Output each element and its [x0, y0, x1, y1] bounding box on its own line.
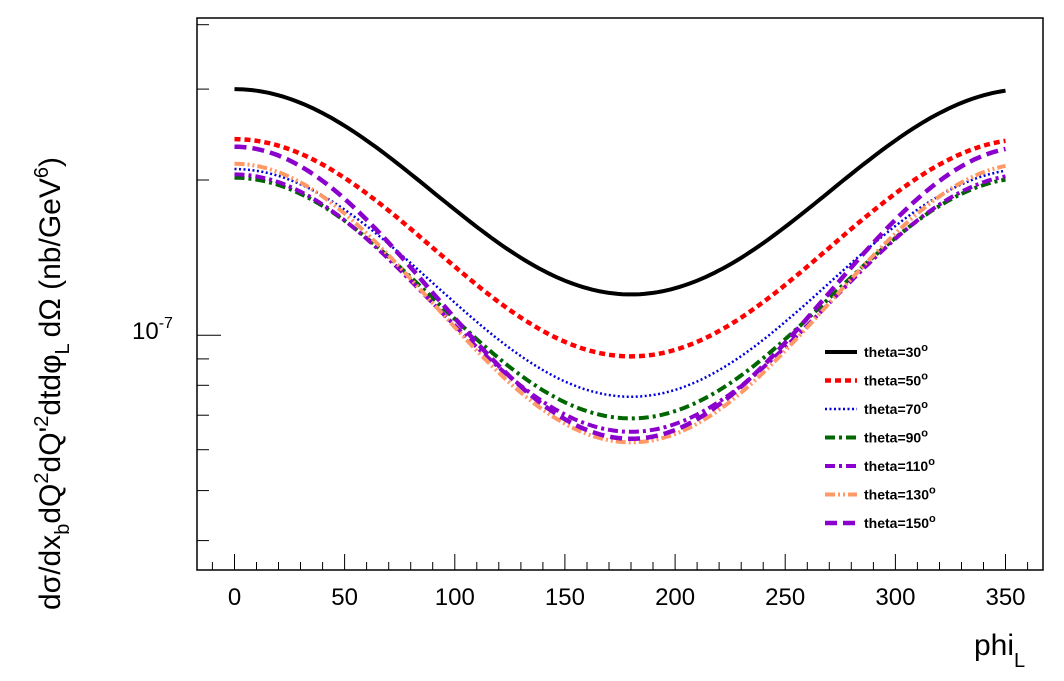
y-title-sub-b: b: [52, 524, 74, 535]
x-axis-ticks: [211, 554, 1029, 570]
legend: theta=30o theta=50o theta=70o theta=90o thet…: [825, 342, 936, 531]
y-tick-label-exponent: -7: [159, 315, 173, 332]
y-title-sup-2a: 2: [31, 472, 53, 483]
legend-label: theta=150o: [864, 513, 936, 531]
x-tick-label: 350: [985, 584, 1025, 611]
legend-label: theta=110o: [864, 456, 935, 474]
x-axis-title: phiL: [974, 629, 1025, 672]
y-tick-label-1e-7: 10-7: [132, 315, 173, 345]
series-lines: [234, 87, 1006, 445]
x-tick-label: 100: [435, 584, 475, 611]
legend-label: theta=70o: [864, 399, 928, 417]
x-tick-label: 0: [228, 584, 241, 611]
y-title-sup-6: 6: [31, 167, 53, 178]
legend-label: theta=130o: [864, 485, 936, 503]
x-tick-label: 200: [655, 584, 695, 611]
y-title-part2: dQ: [34, 484, 67, 524]
x-axis-tick-labels: 0 50 100 150 200 250 300 350: [228, 584, 1026, 611]
y-title-part3: dQ': [34, 427, 67, 473]
x-tick-label: 150: [545, 584, 585, 611]
x-axis-title-sub: L: [1014, 650, 1025, 672]
x-tick-label: 250: [765, 584, 805, 611]
legend-label: theta=30o: [864, 342, 928, 360]
y-title-part6: ): [34, 157, 67, 167]
series-line-theta-110: [234, 172, 1006, 434]
x-axis-title-main: phi: [974, 629, 1014, 662]
y-axis-title: dσ/dxbdQ2dQ'2dtdφLdΩ (nb/GeV6): [31, 157, 74, 610]
y-axis-ticks: [197, 24, 221, 542]
series-line-theta-50: [234, 136, 1006, 359]
x-tick-label: 300: [875, 584, 915, 611]
series-line-theta-130: [234, 161, 1006, 445]
legend-label: theta=90o: [864, 428, 928, 446]
x-tick-label: 50: [331, 584, 358, 611]
plot-frame: [196, 17, 1044, 571]
y-title-sub-L: L: [52, 343, 74, 354]
y-tick-label-base: 10: [132, 318, 159, 345]
series-line-theta-90: [234, 175, 1006, 421]
y-title-part4: dtdφ: [34, 354, 67, 415]
y-title-part5: dΩ (nb/GeV: [34, 178, 67, 337]
series-line-theta-150: [234, 144, 1006, 442]
y-title-sup-2b: 2: [31, 416, 53, 427]
legend-label: theta=50o: [864, 371, 928, 389]
y-title-part-main: dσ/dx: [34, 535, 67, 610]
series-line-theta-30: [234, 87, 1006, 297]
